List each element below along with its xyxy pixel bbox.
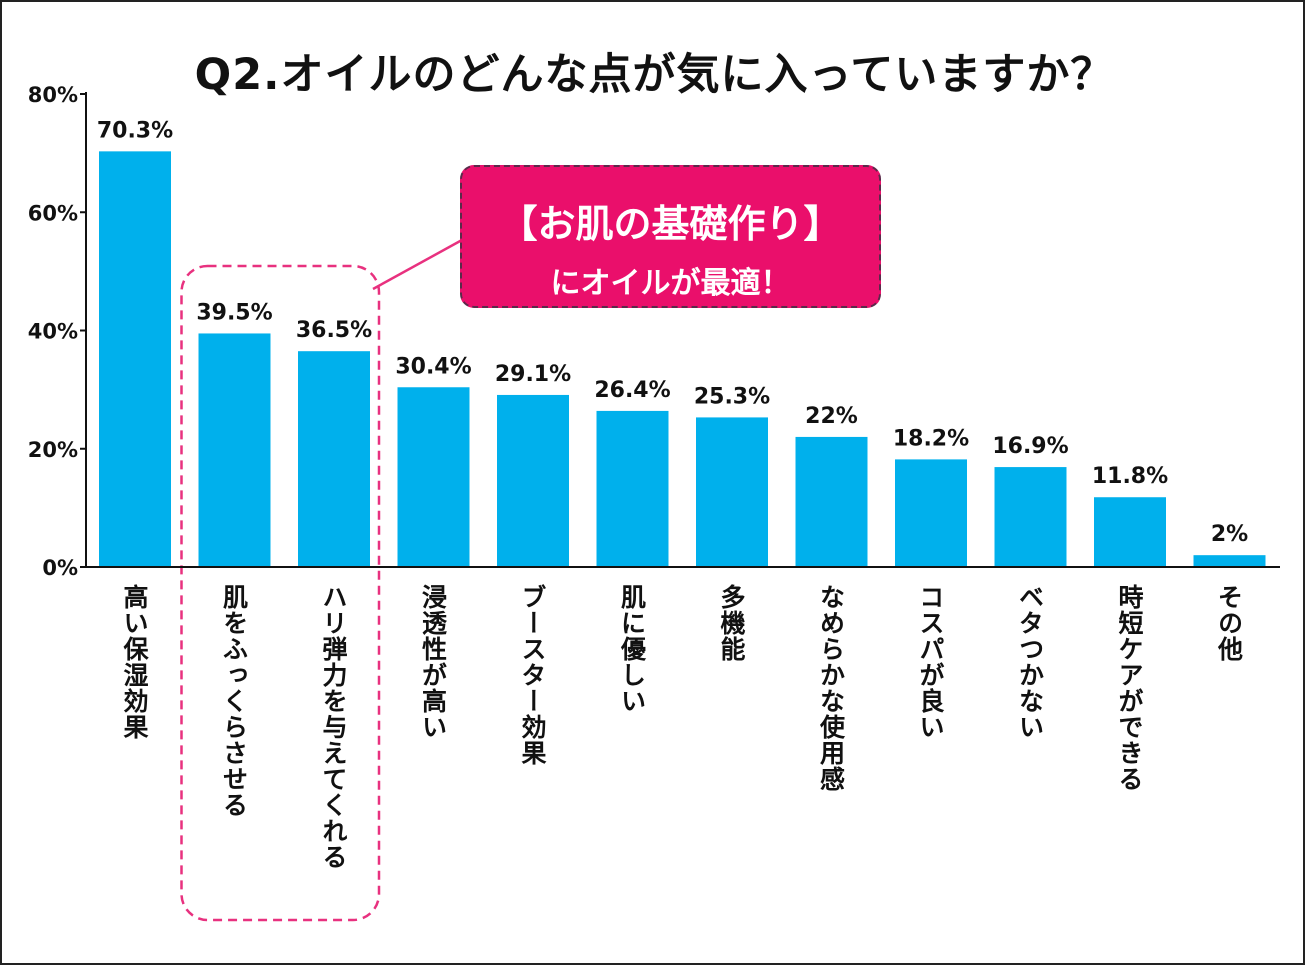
callout-box: 【お肌の基礎作り】 にオイルが最適！ <box>460 165 881 308</box>
data-label: 16.9% <box>992 434 1068 459</box>
x-tick-label: 肌をふっくらさせる <box>219 584 249 818</box>
callout-heading: 【お肌の基礎作り】 <box>499 202 842 246</box>
data-label: 2% <box>1211 522 1248 547</box>
data-label: 70.3% <box>97 118 173 143</box>
y-tick-label: 60% <box>28 201 78 225</box>
x-tick-label: 時短ケアができる <box>1115 584 1144 792</box>
bar <box>497 394 569 567</box>
x-tick-label: ブースター効果 <box>518 584 547 766</box>
bar <box>1094 497 1166 567</box>
data-label: 29.1% <box>495 362 571 387</box>
x-tick-label: コスパが良い <box>916 584 945 740</box>
callout-connector <box>372 238 463 291</box>
x-tick-label: なめらかな使用感 <box>816 584 846 792</box>
data-label: 25.3% <box>694 384 770 409</box>
x-tick-label: 肌に優しい <box>617 584 647 714</box>
x-tick-label: 多機能 <box>717 584 746 662</box>
y-tick-label: 80% <box>28 83 78 107</box>
data-label: 30.4% <box>395 354 471 379</box>
data-label: 36.5% <box>296 318 372 343</box>
data-label: 11.8% <box>1092 464 1168 489</box>
bar <box>198 333 271 567</box>
bar <box>696 417 768 567</box>
y-tick-label: 40% <box>28 320 78 344</box>
bar <box>895 459 967 567</box>
bar <box>298 351 370 567</box>
data-label: 22% <box>805 404 858 429</box>
bar <box>795 436 868 567</box>
x-tick-label: 浸透性が高い <box>418 584 448 740</box>
data-label: 26.4% <box>594 378 670 403</box>
y-tick-label: 20% <box>28 438 78 462</box>
x-tick-label: その他 <box>1214 584 1244 662</box>
y-tick-label: 0% <box>42 556 78 580</box>
bar <box>994 467 1067 567</box>
bar <box>397 387 470 567</box>
data-label: 39.5% <box>196 300 272 325</box>
highlight-box <box>180 264 381 922</box>
x-tick-label: ベタつかない <box>1015 584 1045 740</box>
bar <box>99 151 171 567</box>
chart-title: Q2.オイルのどんな点が気に入っていますか？ <box>194 50 1115 100</box>
bar <box>1193 555 1266 567</box>
x-tick-label: ハリ弾力を与えてくれる <box>319 584 348 870</box>
bar <box>596 410 669 567</box>
x-tick-label: 高い保湿効果 <box>120 584 149 740</box>
data-label: 18.2% <box>893 426 969 451</box>
callout-subtext: にオイルが最適！ <box>550 266 791 301</box>
